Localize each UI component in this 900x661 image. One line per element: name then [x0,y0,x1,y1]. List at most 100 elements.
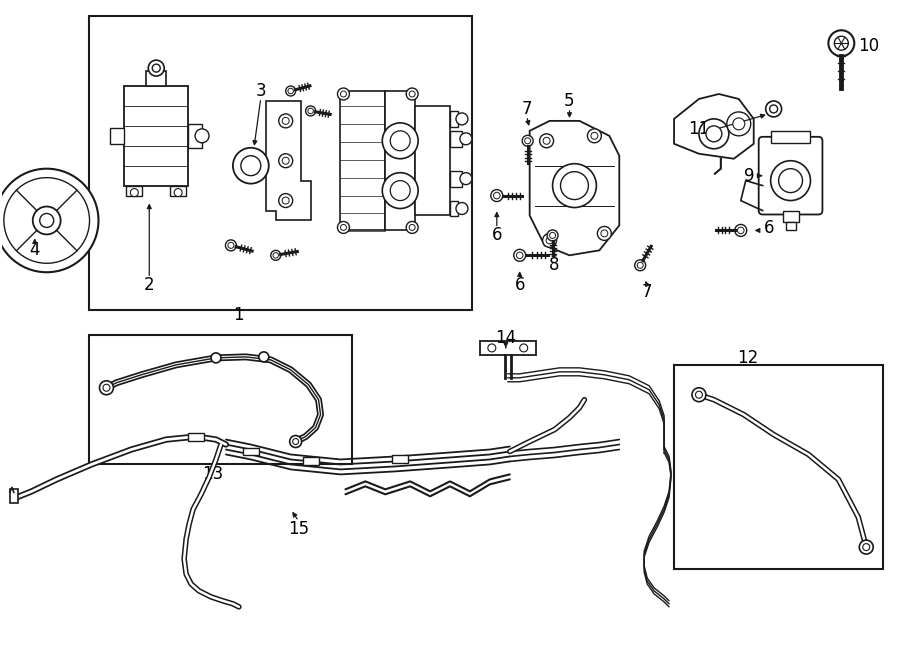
Circle shape [525,137,531,144]
Circle shape [0,169,98,272]
Bar [170,186,186,196]
Circle shape [514,249,526,261]
Circle shape [456,113,468,125]
Circle shape [306,106,316,116]
Text: 7: 7 [642,283,652,301]
Circle shape [410,91,415,97]
Circle shape [517,252,523,258]
Circle shape [692,388,706,402]
Circle shape [561,172,589,200]
Bar [147,71,166,86]
Text: 6: 6 [763,219,774,237]
Circle shape [591,132,598,139]
Circle shape [152,64,160,72]
Bar [243,447,259,455]
Circle shape [233,148,269,184]
Bar [450,200,458,217]
Circle shape [285,86,296,96]
Bar [340,91,385,231]
Circle shape [273,253,278,258]
Circle shape [706,126,722,142]
Circle shape [283,118,289,124]
Circle shape [519,344,527,352]
Circle shape [778,169,803,192]
Circle shape [522,136,533,146]
Circle shape [279,154,292,168]
Bar [450,131,462,147]
Bar [415,106,450,215]
Circle shape [391,131,410,151]
Text: 10: 10 [858,37,878,56]
Circle shape [734,225,747,237]
Text: 11: 11 [688,120,709,138]
Text: 4: 4 [30,241,40,259]
Circle shape [382,123,418,159]
Circle shape [292,438,299,444]
Circle shape [228,243,234,249]
Bar [88,17,472,310]
Bar [111,128,124,144]
Circle shape [340,91,346,97]
Bar [392,455,409,463]
Text: 14: 14 [495,329,517,347]
Text: 5: 5 [564,92,575,110]
Text: 15: 15 [288,520,310,538]
Circle shape [766,101,781,117]
Circle shape [834,36,849,50]
Bar [302,457,319,465]
Circle shape [290,436,302,447]
Circle shape [634,260,645,271]
Polygon shape [266,101,310,221]
Circle shape [225,240,237,251]
Bar [783,210,798,223]
Circle shape [259,352,269,362]
Circle shape [271,251,281,260]
Circle shape [338,221,349,233]
Circle shape [737,227,744,234]
Circle shape [410,225,415,231]
Circle shape [279,194,292,208]
Circle shape [696,391,702,398]
Circle shape [148,60,164,76]
Circle shape [699,119,729,149]
Bar [124,86,188,186]
Circle shape [130,188,139,196]
Bar [770,131,811,143]
Text: 3: 3 [256,82,266,100]
FancyBboxPatch shape [759,137,823,214]
Circle shape [456,202,468,214]
Circle shape [547,230,558,241]
Text: 8: 8 [549,256,560,274]
Bar [450,171,462,186]
Text: 13: 13 [202,465,223,483]
Circle shape [637,262,643,268]
Bar [480,341,536,355]
Text: 9: 9 [744,167,755,184]
Bar [88,335,353,465]
Text: 7: 7 [521,100,532,118]
Bar [786,223,796,231]
Polygon shape [674,94,753,159]
Circle shape [406,221,419,233]
Circle shape [588,129,601,143]
Circle shape [340,225,346,231]
Bar [385,91,415,231]
Circle shape [493,192,500,199]
Circle shape [279,114,292,128]
Circle shape [283,157,289,164]
Circle shape [100,381,113,395]
Circle shape [241,156,261,176]
Circle shape [540,134,554,148]
Text: 12: 12 [737,349,759,367]
Bar [188,432,204,440]
Circle shape [863,543,869,551]
Circle shape [338,88,349,100]
Text: 6: 6 [491,227,502,245]
Circle shape [382,173,418,208]
Circle shape [391,180,410,200]
Circle shape [4,178,89,263]
Circle shape [488,344,496,352]
Circle shape [460,133,472,145]
Bar [188,124,202,148]
Circle shape [553,164,597,208]
